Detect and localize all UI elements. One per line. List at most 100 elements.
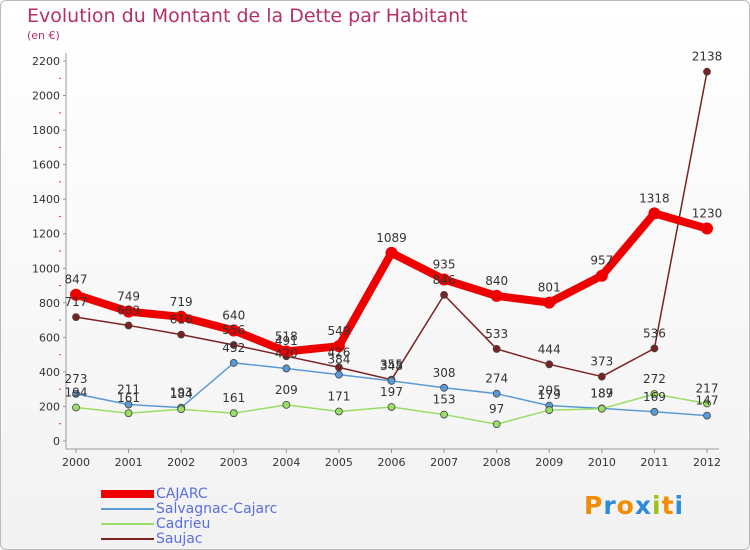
data-point-cajarc — [122, 305, 135, 318]
data-label-saujac: 846 — [433, 273, 456, 287]
data-label-cajarc: 957 — [590, 254, 613, 268]
x-tick-label: 2011 — [640, 456, 668, 469]
data-label-salvagnac-cajarc: 308 — [433, 366, 456, 380]
y-tick-label: 1800 — [32, 124, 60, 137]
data-label-salvagnac-cajarc: 274 — [485, 372, 508, 386]
data-label-salvagnac-cajarc: 169 — [643, 390, 666, 404]
data-point-cadrieu — [703, 399, 711, 408]
data-label-salvagnac-cajarc: 189 — [590, 386, 613, 400]
x-tick-label: 2007 — [430, 456, 458, 469]
data-point-saujac — [545, 360, 554, 369]
y-tick-label: 2200 — [32, 55, 60, 68]
data-label-cadrieu: 161 — [117, 391, 140, 405]
data-point-saujac — [72, 313, 80, 322]
y-tick-label: 400 — [39, 366, 60, 379]
data-label-saujac: 616 — [170, 313, 193, 327]
data-label-saujac: 426 — [327, 345, 350, 359]
data-point-saujac — [492, 345, 501, 353]
data-label-cadrieu: 97 — [489, 402, 504, 416]
data-label-cajarc: 719 — [170, 295, 193, 309]
data-label-saujac: 491 — [275, 334, 298, 348]
logo-letter: t — [661, 491, 675, 520]
data-label-cajarc: 749 — [117, 290, 140, 304]
data-label-cajarc: 1230 — [692, 207, 723, 221]
data-label-saujac: 444 — [538, 342, 561, 356]
data-point-cajarc — [701, 222, 713, 235]
data-point-cadrieu — [492, 420, 501, 429]
data-label-saujac: 373 — [590, 355, 613, 369]
data-label-cajarc: 935 — [433, 258, 456, 272]
proxiti-logo: Proxiti — [584, 491, 684, 520]
data-point-cajarc — [175, 310, 188, 323]
data-point-cadrieu — [229, 409, 238, 418]
x-tick-label: 2004 — [272, 456, 300, 469]
x-tick-label: 2002 — [167, 456, 195, 469]
logo-letter: x — [634, 491, 652, 520]
data-point-saujac — [440, 290, 448, 299]
data-label-cadrieu: 272 — [643, 372, 666, 386]
data-label-saujac: 536 — [643, 326, 666, 340]
data-point-cadrieu — [597, 404, 606, 413]
legend-label-cadrieu: Cadrieu — [156, 516, 211, 532]
data-point-cajarc — [332, 340, 345, 353]
data-point-salvagnac-cajarc — [703, 411, 711, 420]
data-point-saujac — [124, 321, 133, 330]
data-label-saujac: 556 — [222, 323, 245, 337]
data-point-cadrieu — [335, 407, 343, 416]
data-point-cadrieu — [440, 410, 448, 419]
y-tick-label: 600 — [39, 331, 60, 344]
x-tick-label: 2006 — [378, 456, 406, 469]
data-point-cadrieu — [124, 409, 133, 418]
data-label-salvagnac-cajarc: 348 — [380, 359, 403, 373]
data-label-cadrieu: 184 — [170, 387, 193, 401]
data-label-saujac: 533 — [485, 327, 508, 341]
data-label-salvagnac-cajarc: 147 — [696, 394, 719, 408]
data-label-salvagnac-cajarc: 211 — [117, 383, 140, 397]
chart-title: Evolution du Montant de la Dette par Hab… — [27, 5, 468, 27]
logo-letter: i — [674, 491, 685, 520]
chart-subtitle: (en €) — [27, 29, 60, 42]
y-tick-label: 1400 — [32, 193, 60, 206]
x-tick-label: 2009 — [535, 456, 563, 469]
data-label-cadrieu: 171 — [327, 389, 350, 403]
data-point-cajarc — [227, 324, 240, 337]
series-line-saujac — [75, 70, 708, 381]
x-tick-label: 2010 — [588, 456, 616, 469]
data-point-cadrieu — [72, 403, 80, 412]
data-label-salvagnac-cajarc: 452 — [222, 341, 245, 355]
data-point-salvagnac-cajarc — [650, 407, 659, 416]
data-point-salvagnac-cajarc — [72, 389, 80, 398]
data-label-salvagnac-cajarc: 273 — [65, 372, 88, 386]
data-label-cajarc: 847 — [65, 273, 88, 287]
x-tick-label: 2001 — [115, 456, 143, 469]
data-label-cajarc: 1089 — [376, 231, 407, 245]
x-tick-label: 2008 — [483, 456, 511, 469]
data-point-salvagnac-cajarc — [492, 389, 501, 398]
legend-label-saujac: Saujac — [156, 531, 203, 547]
data-label-cajarc: 549 — [327, 324, 350, 338]
data-point-cajarc — [543, 296, 556, 309]
legend-label-cajarc: CAJARC — [156, 486, 208, 502]
data-label-cadrieu: 194 — [65, 385, 88, 399]
data-label-cadrieu: 179 — [538, 388, 561, 402]
data-label-cajarc: 840 — [485, 274, 508, 288]
data-label-salvagnac-cajarc: 205 — [538, 384, 561, 398]
data-label-cadrieu: 161 — [222, 391, 245, 405]
data-point-cajarc — [280, 345, 293, 358]
data-label-cajarc: 640 — [222, 308, 245, 322]
logo-letter: i — [652, 491, 662, 520]
data-label-salvagnac-cajarc: 384 — [327, 353, 350, 367]
data-label-salvagnac-cajarc: 420 — [275, 346, 298, 360]
legend-label-salvagnac-cajarc: Salvagnac-Cajarc — [156, 501, 278, 517]
data-label-saujac: 2138 — [692, 50, 723, 64]
data-point-cajarc — [385, 246, 398, 259]
data-point-salvagnac-cajarc — [124, 400, 133, 409]
logo-letter: o — [616, 491, 635, 520]
data-label-cadrieu: 153 — [433, 393, 456, 407]
data-point-salvagnac-cajarc — [440, 383, 448, 392]
data-label-cajarc: 801 — [538, 281, 561, 295]
x-tick-label: 2000 — [62, 456, 90, 469]
data-point-saujac — [650, 344, 659, 353]
data-label-cadrieu: 187 — [590, 387, 613, 401]
